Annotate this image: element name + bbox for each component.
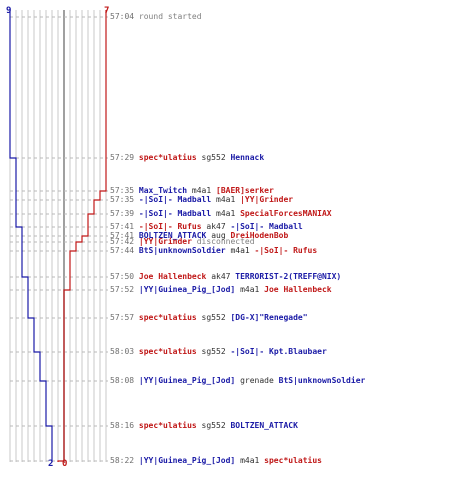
killer-name: BOLTZEN_ATTACK [138, 231, 207, 240]
event-row: 57:35 -|SoI|- Madball m4a1 |YY|Grinder [110, 195, 293, 205]
killer-name: spec*ulatius [138, 153, 197, 162]
event-row: 58:16 spec*ulatius sg552 BOLTZEN_ATTACK [110, 421, 298, 431]
event-row: 57:52 |YY|Guinea_Pig_[Jod] m4a1 Joe Hall… [110, 285, 332, 295]
event-row: 57:44 BtS|unknownSoldier m4a1 -|SoI|- Ru… [110, 246, 317, 256]
weapon-name: m4a1 [216, 195, 236, 204]
weapon-name: ak47 [206, 222, 226, 231]
weapon-name: m4a1 [240, 456, 260, 465]
red-end-count: 0 [62, 459, 68, 469]
event-time: 57:41 [110, 231, 135, 240]
event-row: 57:41 BOLTZEN_ATTACK aug DreiHodenBob [110, 231, 288, 241]
victim-name: spec*ulatius [264, 456, 322, 465]
blue-start-count: 9 [6, 6, 12, 16]
weapon-name: sg552 [201, 153, 226, 162]
event-time: 58:16 [110, 421, 135, 430]
event-note: disconnected [196, 237, 255, 246]
killer-name: spec*ulatius [138, 313, 197, 322]
event-time: 57:44 [110, 246, 135, 255]
victim-name: -|SoI|- Madball [230, 222, 303, 231]
event-row: 58:03 spec*ulatius sg552 -|SoI|- Kpt.Bla… [110, 347, 327, 357]
killer-name: |YY|Guinea_Pig_[Jod] [138, 285, 236, 294]
weapon-name: aug [211, 231, 226, 240]
event-time: 58:22 [110, 456, 135, 465]
event-row: 57:35 Max_Twitch m4a1 [BAER]serker [110, 186, 274, 196]
blue-end-count: 2 [48, 459, 54, 469]
event-time: 57:41 [110, 222, 135, 231]
weapon-name: m4a1 [230, 246, 250, 255]
event-time: 57:29 [110, 153, 135, 162]
event-row: 57:57 spec*ulatius sg552 [DG-X]"Renegade… [110, 313, 308, 323]
weapon-name: m4a1 [216, 209, 236, 218]
victim-name: |YY|Grinder [240, 195, 294, 204]
event-time: 58:08 [110, 376, 135, 385]
victim-name: TERRORIST-2(TREFF@NIX) [235, 272, 342, 281]
killer-name: -|SoI|- Rufus [138, 222, 202, 231]
killer-name: spec*ulatius [138, 421, 197, 430]
weapon-name: m4a1 [240, 285, 260, 294]
event-row: 57:39 -|SoI|- Madball m4a1 SpecialForces… [110, 209, 332, 219]
event-time: 57:04 [110, 12, 135, 21]
victim-name: BOLTZEN_ATTACK [230, 421, 298, 430]
event-time: 57:35 [110, 186, 135, 195]
killer-name: BtS|unknownSoldier [138, 246, 226, 255]
blue-team-alive-line [9, 10, 53, 462]
event-time: 57:39 [110, 209, 135, 218]
victim-name: DreiHodenBob [230, 231, 289, 240]
event-row: 57:29 spec*ulatius sg552 Hennack [110, 153, 264, 163]
event-time: 57:42 [110, 237, 135, 246]
event-time: 57:52 [110, 285, 135, 294]
weapon-name: m4a1 [191, 186, 212, 195]
killer-name: -|SoI|- Madball [138, 195, 212, 204]
killer-name: Max_Twitch [138, 186, 188, 195]
event-time: 58:03 [110, 347, 135, 356]
victim-name: Joe Hallenbeck [264, 285, 332, 294]
weapon-name: ak47 [211, 272, 231, 281]
red-team-alive-line [57, 10, 107, 462]
killer-name: -|SoI|- Madball [138, 209, 212, 218]
event-time: 57:50 [110, 272, 135, 281]
killer-name: |YY|Guinea_Pig_[Jod] [138, 376, 236, 385]
event-note: round started [138, 12, 202, 21]
victim-name: [DG-X]"Renegade" [230, 313, 308, 322]
killer-name: |YY|Guinea_Pig_[Jod] [138, 456, 236, 465]
victim-name: BtS|unknownSoldier [278, 376, 366, 385]
red-start-count: 7 [104, 6, 110, 16]
weapon-name: sg552 [201, 347, 226, 356]
weapon-name: grenade [240, 376, 274, 385]
victim-name: -|SoI|- Kpt.Blaubaer [230, 347, 327, 356]
event-row: 58:08 |YY|Guinea_Pig_[Jod] grenade BtS|u… [110, 376, 365, 386]
weapon-name: sg552 [201, 421, 226, 430]
victim-name: [BAER]serker [216, 186, 274, 195]
event-row: 57:04 round started [110, 12, 202, 22]
event-guide-lines [10, 16, 108, 462]
event-row: 58:22 |YY|Guinea_Pig_[Jod] m4a1 spec*ula… [110, 456, 322, 466]
event-row: 57:50 Joe Hallenbeck ak47 TERRORIST-2(TR… [110, 272, 341, 282]
killer-name: Joe Hallenbeck [138, 272, 207, 281]
victim-name: Hennack [230, 153, 265, 162]
event-time: 57:57 [110, 313, 135, 322]
killer-name: spec*ulatius [138, 347, 197, 356]
event-row: 57:41 -|SoI|- Rufus ak47 -|SoI|- Madball [110, 222, 303, 232]
event-time: 57:35 [110, 195, 135, 204]
weapon-name: sg552 [201, 313, 226, 322]
victim-name: -|SoI|- Rufus [254, 246, 318, 255]
victim-name: SpecialForcesMANIAX [240, 209, 332, 218]
event-row: 57:42 |YY|Grinder disconnected [110, 237, 255, 247]
player-name: |YY|Grinder [138, 237, 192, 246]
